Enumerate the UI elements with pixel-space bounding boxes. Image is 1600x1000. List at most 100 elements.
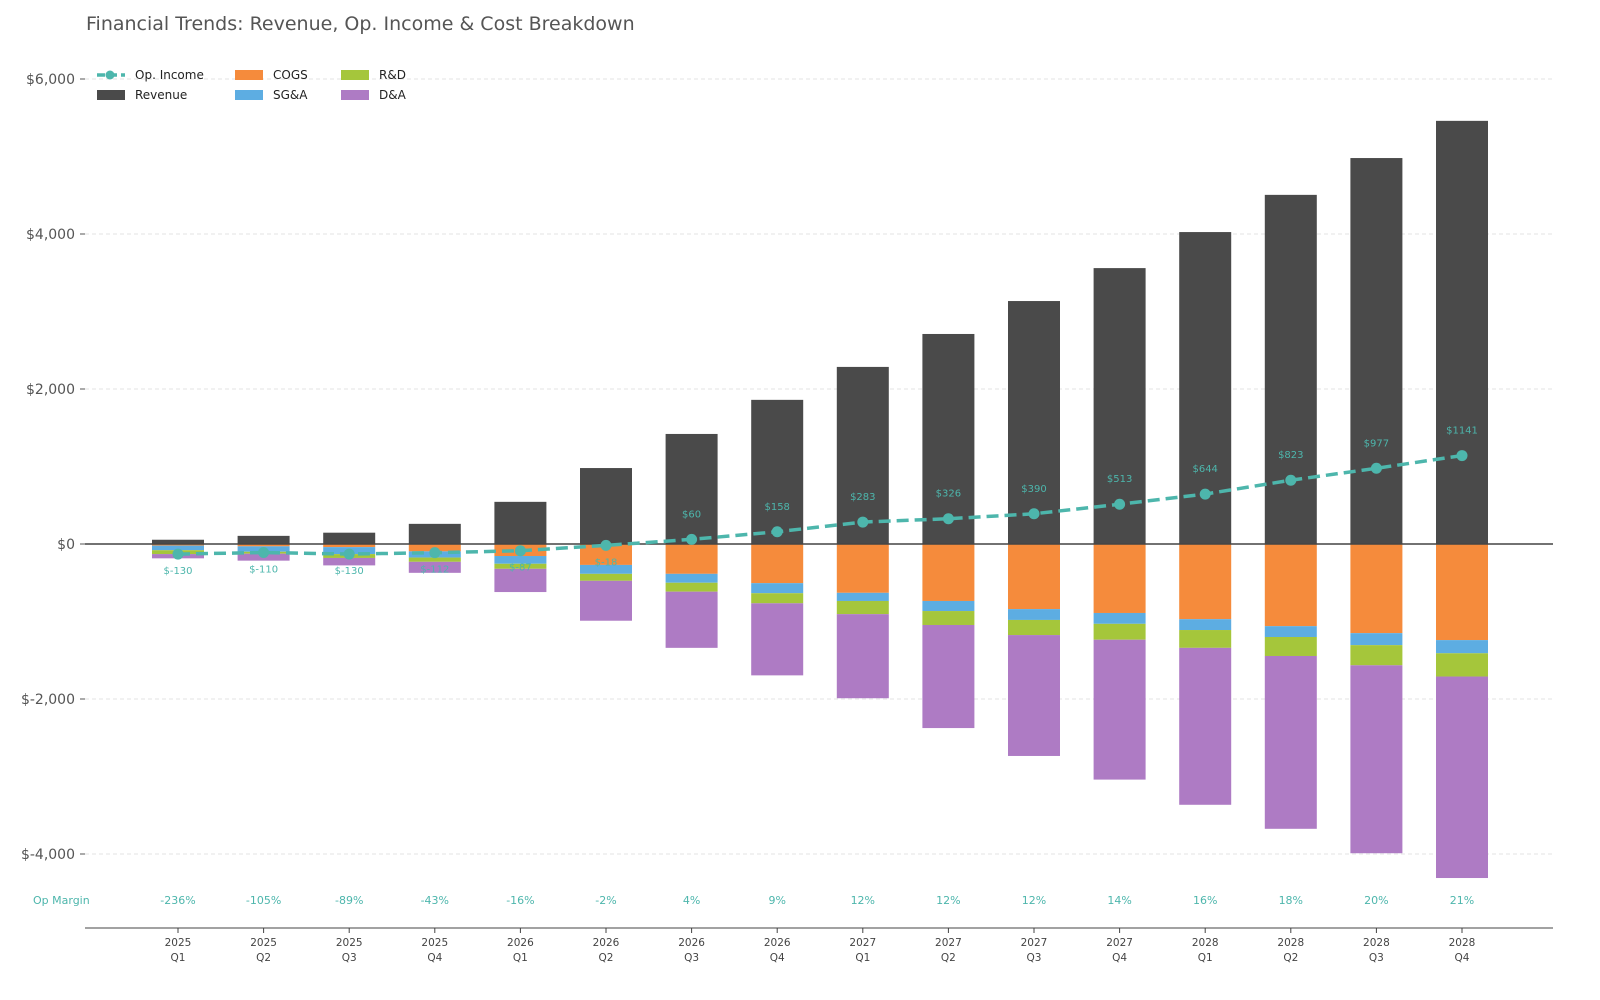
sga-bar (1179, 619, 1232, 631)
op-income-point (600, 539, 612, 551)
op-income-label: $-110 (249, 565, 278, 576)
rd-bar (580, 573, 632, 581)
x-tick-year: 2028 (1192, 937, 1219, 949)
op-income-label: $-112 (420, 565, 449, 576)
op-income-path (177, 453, 1463, 556)
legend-swatch-icon (341, 90, 369, 100)
legend-label: COGS (273, 68, 308, 82)
op-income-label: $-18 (595, 557, 618, 568)
x-tick-year: 2027 (935, 937, 962, 949)
x-tick-year: 2026 (507, 937, 534, 949)
x-tick-quarter: Q3 (684, 952, 699, 964)
legend: Op. Income Revenue COGS SG&A R&D D&A (97, 68, 407, 102)
rd-bar (665, 582, 718, 592)
rd-bar (751, 593, 804, 604)
y-tick-label: $0 (57, 537, 75, 553)
op-margin-value: 18% (1279, 894, 1303, 907)
da-bar (1008, 635, 1060, 756)
sga-bar (751, 583, 804, 594)
revenue-bar (580, 468, 632, 544)
y-axis: $6,000 $4,000 $2,000 $0 $-2,000 $-4,000 (21, 72, 85, 863)
y-tick-label: $2,000 (26, 382, 75, 398)
x-tick-year: 2026 (764, 937, 791, 949)
x-tick-year: 2027 (1106, 937, 1133, 949)
op-income-point (942, 513, 954, 525)
da-bar (751, 603, 804, 676)
x-tick-year: 2028 (1277, 937, 1304, 949)
da-bar (580, 580, 632, 621)
op-margin-value: 16% (1193, 894, 1217, 907)
op-income-point (258, 547, 270, 559)
op-margin-row: Op Margin -236% -105% -89% -43% -16% -2% 4% 9% 1… (33, 894, 1474, 907)
sga-bar (152, 545, 204, 551)
op-income-label: $823 (1278, 450, 1303, 461)
da-bar (1436, 676, 1488, 879)
x-tick-quarter: Q4 (1455, 952, 1470, 964)
rd-bar (408, 557, 461, 562)
x-tick-quarter: Q1 (855, 952, 870, 964)
cogs-bar (836, 544, 889, 593)
gridlines (85, 78, 1553, 855)
x-tick-quarter: Q4 (770, 952, 785, 964)
da-bar (408, 561, 461, 573)
chart-title: Financial Trends: Revenue, Op. Income & … (86, 13, 635, 35)
revenue-bar (1008, 301, 1060, 544)
rd-bar (836, 600, 889, 615)
revenue-bar (751, 399, 804, 544)
x-tick-quarter: Q1 (1198, 952, 1213, 964)
x-tick-quarter: Q2 (1283, 952, 1298, 964)
legend-item: Revenue (97, 88, 187, 102)
cogs-bar (922, 544, 975, 601)
op-income-point (1199, 488, 1211, 500)
legend-label: SG&A (273, 88, 308, 102)
op-income-label: $644 (1192, 464, 1217, 475)
sga-bar (1008, 609, 1060, 620)
sga-bar (1264, 626, 1317, 637)
op-income-label: $1141 (1446, 426, 1478, 437)
rd-bar (1008, 619, 1060, 636)
rd-bar (1093, 623, 1146, 640)
op-income-label: $-130 (163, 566, 192, 577)
x-tick-quarter: Q2 (599, 952, 614, 964)
op-margin-value: 20% (1364, 894, 1388, 907)
cogs-bar (751, 544, 804, 584)
legend-swatch-icon (235, 70, 263, 80)
x-tick-year: 2027 (1021, 937, 1048, 949)
x-tick-quarter: Q1 (171, 952, 186, 964)
op-income-label: $977 (1364, 438, 1389, 449)
op-income-label: $-130 (335, 566, 364, 577)
op-margin-value: 4% (683, 894, 700, 907)
rd-bar (922, 611, 975, 625)
x-tick-quarter: Q2 (256, 952, 271, 964)
bars (152, 120, 1488, 879)
da-bar (1264, 655, 1317, 829)
op-margin-value: 9% (768, 894, 785, 907)
sga-bar (922, 600, 975, 612)
x-tick-year: 2025 (336, 937, 363, 949)
y-tick-label: $-4,000 (21, 847, 75, 863)
x-tick-quarter: Q4 (427, 952, 442, 964)
da-bar (665, 591, 718, 648)
op-income-label: $326 (936, 489, 961, 500)
y-tick-label: $6,000 (26, 72, 75, 88)
op-income-label: $-87 (509, 563, 532, 574)
revenue-bar (1093, 268, 1146, 544)
revenue-bar (494, 501, 547, 544)
cogs-bar (1008, 544, 1060, 610)
op-margin-value: -105% (246, 894, 281, 907)
sga-bar (1350, 633, 1403, 646)
revenue-bar (922, 333, 975, 544)
op-margin-label: Op Margin (33, 894, 90, 907)
op-margin-value: -236% (160, 894, 195, 907)
x-tick-year: 2027 (849, 937, 876, 949)
cogs-bar (1179, 544, 1232, 620)
op-margin-value: 12% (936, 894, 960, 907)
op-income-label: $390 (1021, 484, 1046, 495)
op-margin-value: -2% (595, 894, 616, 907)
sga-bar (665, 573, 718, 583)
rd-bar (1436, 653, 1488, 677)
op-margin-value: 14% (1107, 894, 1131, 907)
sga-bar (1093, 612, 1146, 624)
legend-swatch-icon (341, 70, 369, 80)
op-income-point (1285, 474, 1297, 486)
